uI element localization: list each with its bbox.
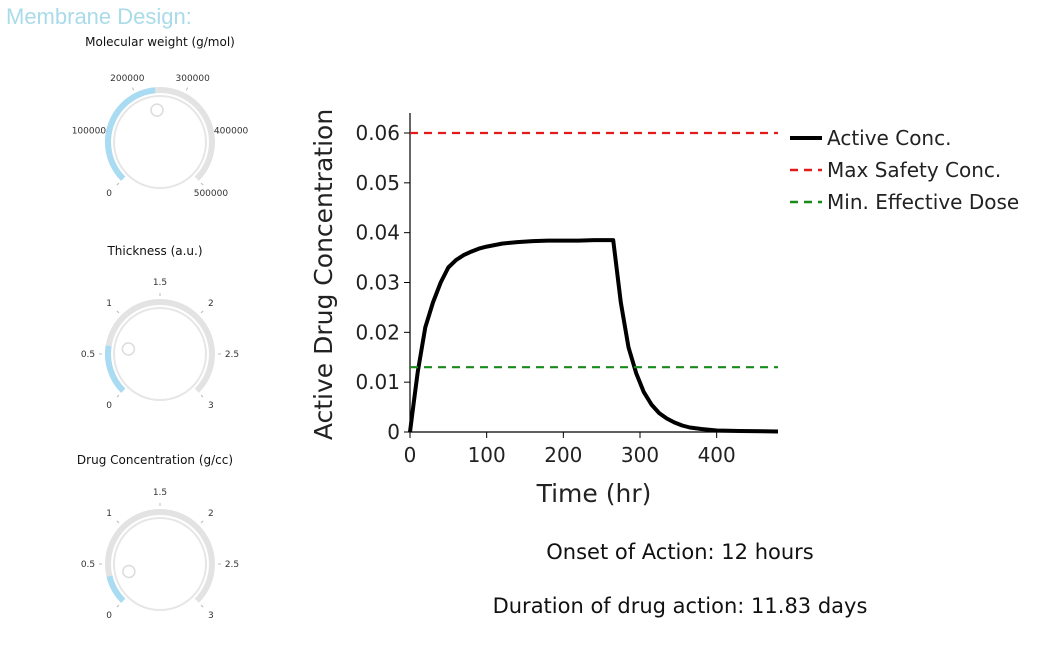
knob-tick	[201, 521, 203, 523]
knob-tick-label: 1.5	[153, 278, 167, 288]
knob-tick-label: 300000	[176, 74, 211, 84]
thickness-knob-svg[interactable]: 0 0.5 1 1.5 2 2.5 3	[60, 270, 250, 430]
knob-tick	[201, 183, 203, 185]
knob-indicator[interactable]	[122, 343, 134, 355]
knob-tick-label: 400000	[214, 127, 249, 137]
knob-tick	[117, 605, 119, 607]
knob-tick-label: 1	[106, 299, 112, 309]
drug-concentration-knob-svg[interactable]: 0 0.5 1 1.5 2 2.5 3	[60, 480, 250, 640]
drug-concentration-knob[interactable]: 0 0.5 1 1.5 2 2.5 3	[60, 480, 250, 670]
knob-tick-label: 0.5	[81, 350, 95, 360]
knob-tick	[201, 605, 203, 607]
legend-label: Max Safety Conc.	[827, 158, 1001, 182]
knob-indicator[interactable]	[151, 104, 163, 116]
knob-tick-label: 500000	[194, 189, 229, 199]
thickness-knob[interactable]: 0 0.5 1 1.5 2 2.5 3	[60, 270, 250, 460]
knob-tick-label: 1	[106, 509, 112, 519]
knob-tick	[117, 395, 119, 397]
knob-tick-label: 3	[208, 401, 214, 411]
duration-of-action-text: Duration of drug action: 11.83 days	[400, 594, 960, 618]
y-tick-label: 0.02	[355, 320, 400, 344]
legend-label: Active Conc.	[827, 126, 951, 150]
active-conc-line	[410, 240, 778, 432]
molecular-weight-knob[interactable]: 0 100000 200000 300000 400000 500000	[60, 58, 250, 248]
knob-tick	[186, 88, 187, 91]
y-tick-label: 0.05	[355, 171, 400, 195]
knob-tick	[117, 521, 119, 523]
y-tick-label: 0.06	[355, 121, 400, 145]
knob-dial[interactable]	[114, 518, 206, 610]
knob-tick-label: 0	[106, 401, 112, 411]
y-axis-label: Active Drug Concentration	[309, 109, 338, 440]
x-tick-label: 200	[544, 443, 582, 467]
x-tick-label: 300	[621, 443, 659, 467]
knob-indicator[interactable]	[123, 565, 135, 577]
knob-tick	[117, 311, 119, 313]
knob-tick-label: 2	[208, 509, 214, 519]
section-title: Membrane Design:	[6, 4, 192, 30]
y-tick-label: 0.03	[355, 271, 400, 295]
knob-tick-label: 2.5	[225, 350, 239, 360]
molecular-weight-label: Molecular weight (g/mol)	[60, 35, 260, 49]
x-tick-label: 100	[468, 443, 506, 467]
knob-tick	[117, 183, 119, 185]
molecular-weight-knob-svg[interactable]: 0 100000 200000 300000 400000 500000	[60, 58, 250, 218]
y-tick-label: 0	[387, 420, 400, 444]
knob-tick-label: 3	[208, 611, 214, 621]
onset-of-action-text: Onset of Action: 12 hours	[400, 540, 960, 564]
x-tick-label: 400	[698, 443, 736, 467]
knob-tick	[201, 395, 203, 397]
knob-tick-label: 200000	[110, 74, 145, 84]
legend-label: Min. Effective Dose	[827, 190, 1019, 214]
drug-concentration-chart: 0 0.01 0.02 0.03 0.04 0.05 0.06 0 100 200 300 400 Ti…	[300, 95, 1045, 515]
y-tick-label: 0.01	[355, 370, 400, 394]
knob-tick-label: 2.5	[225, 560, 239, 570]
knob-tick-label: 0.5	[81, 560, 95, 570]
knob-tick-label: 0	[106, 611, 112, 621]
knob-tick-label: 0	[106, 189, 112, 199]
thickness-label: Thickness (a.u.)	[55, 244, 255, 258]
drug-concentration-label: Drug Concentration (g/cc)	[55, 453, 255, 467]
knob-tick-label: 1.5	[153, 488, 167, 498]
x-tick-label: 0	[404, 443, 417, 467]
knob-tick-label: 100000	[72, 127, 107, 137]
knob-tick	[132, 88, 133, 91]
knob-tick	[201, 311, 203, 313]
x-axis-label: Time (hr)	[536, 479, 652, 508]
knob-tick-label: 2	[208, 299, 214, 309]
y-tick-label: 0.04	[355, 221, 400, 245]
